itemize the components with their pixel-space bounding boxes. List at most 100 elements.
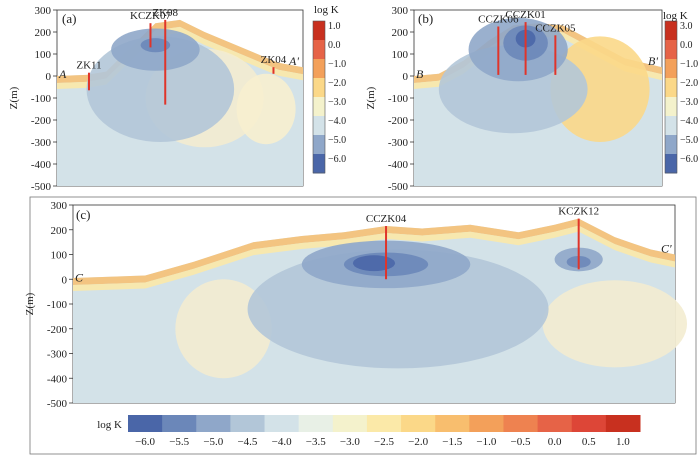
borehole-label: KCZK12: [558, 206, 599, 218]
y-tick-label: -500: [31, 181, 52, 193]
borehole-label: ZK04: [261, 54, 287, 66]
panel-label: (c): [76, 207, 90, 222]
colorbar-title: log K: [663, 10, 688, 22]
colorbar-frame: [664, 20, 678, 174]
legend-swatch: [401, 415, 436, 432]
colorbar-tick-label: −4.0: [328, 116, 346, 127]
colorbar-swatch: [665, 135, 677, 155]
colorbar-swatch: [313, 78, 325, 98]
legend-tick-label: −1.5: [442, 436, 462, 448]
colorbar-tick-label: −1.0: [680, 59, 698, 70]
colorbar: 1.0 0.0 −1.0 −2.0 −3.0 −4.0 −5.0 −6.0 log K: [312, 4, 346, 174]
section-end-label: A': [288, 54, 299, 68]
y-tick-label: 100: [51, 250, 68, 262]
colorbar-swatch: [313, 21, 325, 41]
colorbar-tick-label: −3.0: [680, 97, 698, 108]
y-tick-label: 100: [392, 49, 409, 61]
y-tick-label: -300: [47, 349, 68, 361]
legend-tick-label: −6.0: [135, 436, 155, 448]
legend-swatch: [537, 415, 573, 432]
colorbar-swatch: [665, 97, 677, 117]
borehole-label: CCZK05: [535, 22, 576, 34]
legend-tick-label: −0.5: [511, 436, 531, 448]
borehole-label: KCZK07: [130, 10, 171, 22]
legend-tick-label: 1.0: [616, 436, 630, 448]
borehole-label: ZK11: [76, 60, 101, 72]
zone-orange: [550, 36, 650, 143]
colorbar-swatch: [313, 154, 325, 174]
y-axis-label: Z(m): [365, 86, 377, 109]
legend-tick-label: 0.5: [582, 436, 596, 448]
legend-tick-label: −1.0: [476, 436, 496, 448]
panel-label: (a): [62, 11, 76, 26]
legend-tick-label: −3.5: [306, 436, 326, 448]
legend-swatch: [605, 415, 641, 432]
y-tick-label: -200: [47, 324, 68, 336]
colorbar-swatch: [313, 135, 325, 155]
section-3: -500 -400 -300 -200 -100 0 100 200 300 Z(m) (c) C C'…: [24, 200, 688, 448]
colorbar-swatch: [313, 59, 325, 79]
y-tick-label: 300: [35, 5, 52, 17]
colorbar-tick-label: −2.0: [680, 78, 698, 89]
y-tick-label: 0: [62, 274, 68, 286]
colorbar-swatch: [313, 40, 325, 60]
legend-swatch: [162, 415, 197, 432]
y-tick-label: -300: [388, 137, 409, 149]
section-start-label: C: [75, 270, 84, 284]
section-1: -500 -400 -300 -200 -100 0 100 200 300 Z(m) (a) A A'…: [8, 4, 346, 193]
y-tick-label: 100: [35, 49, 52, 61]
zone-yellow-2: [236, 73, 296, 145]
colorbar-tick-label: 1.0: [328, 21, 341, 32]
borehole-label: CCZK01: [505, 9, 545, 21]
surface-band-2: [57, 26, 303, 89]
y-tick-label: -400: [388, 159, 409, 171]
borehole-label: CCZK06: [478, 14, 519, 26]
colorbar-tick-label: −6.0: [328, 154, 346, 165]
legend-swatch: [230, 415, 266, 432]
colorbar-tick-label: −4.0: [680, 116, 698, 127]
colorbar-tick-label: −6.0: [680, 154, 698, 165]
legend-swatch: [128, 415, 163, 432]
zone-yellow: [175, 279, 272, 379]
legend-tick-label: −4.5: [237, 436, 257, 448]
legend-tick-label: −5.0: [203, 436, 223, 448]
y-tick-label: -100: [31, 93, 52, 105]
legend-swatch: [366, 415, 402, 432]
legend-swatch: [571, 415, 607, 432]
legend-swatch: [435, 415, 470, 432]
colorbar-tick-label: −5.0: [680, 135, 698, 146]
colorbar-tick-label: −1.0: [328, 59, 346, 70]
y-tick-label: 300: [392, 5, 409, 17]
legend-tick-label: −4.0: [272, 436, 292, 448]
legend-swatch: [332, 415, 368, 432]
colorbar-tick-label: −5.0: [328, 135, 346, 146]
y-tick-label: -500: [388, 181, 409, 193]
section-start-label: B: [416, 67, 424, 81]
legend-tick-label: 0.0: [548, 436, 562, 448]
colorbar-tick-label: 0.0: [328, 40, 341, 51]
legend-tick-label: −3.0: [340, 436, 360, 448]
panel-c-border: [29, 196, 697, 455]
surface-band: [73, 218, 675, 286]
colorbar-swatch: [665, 40, 677, 60]
y-tick-label: -100: [388, 93, 409, 105]
colorbar-title: log K: [314, 4, 339, 16]
y-tick-label: 0: [46, 71, 52, 83]
y-tick-label: -300: [31, 137, 52, 149]
y-tick-label: 200: [51, 225, 68, 237]
colorbar-swatch: [313, 97, 325, 117]
y-tick-label: -200: [388, 115, 409, 127]
colorbar-tick-label: 3.0: [680, 21, 693, 32]
zone-blue-3: [140, 38, 171, 53]
legend-tick-label: −2.0: [408, 436, 428, 448]
legend-swatch: [298, 415, 334, 432]
colorbar-swatch: [665, 78, 677, 98]
y-tick-label: -100: [47, 299, 68, 311]
section-end-label: C': [661, 242, 672, 256]
y-tick-label: 200: [35, 27, 52, 39]
colorbar-swatch: [665, 154, 677, 174]
borehole-label: CCZK04: [366, 213, 407, 225]
legend-tick-label: −5.5: [169, 436, 189, 448]
y-axis-label: Z(m): [8, 86, 20, 109]
colorbar-swatch: [665, 21, 677, 41]
